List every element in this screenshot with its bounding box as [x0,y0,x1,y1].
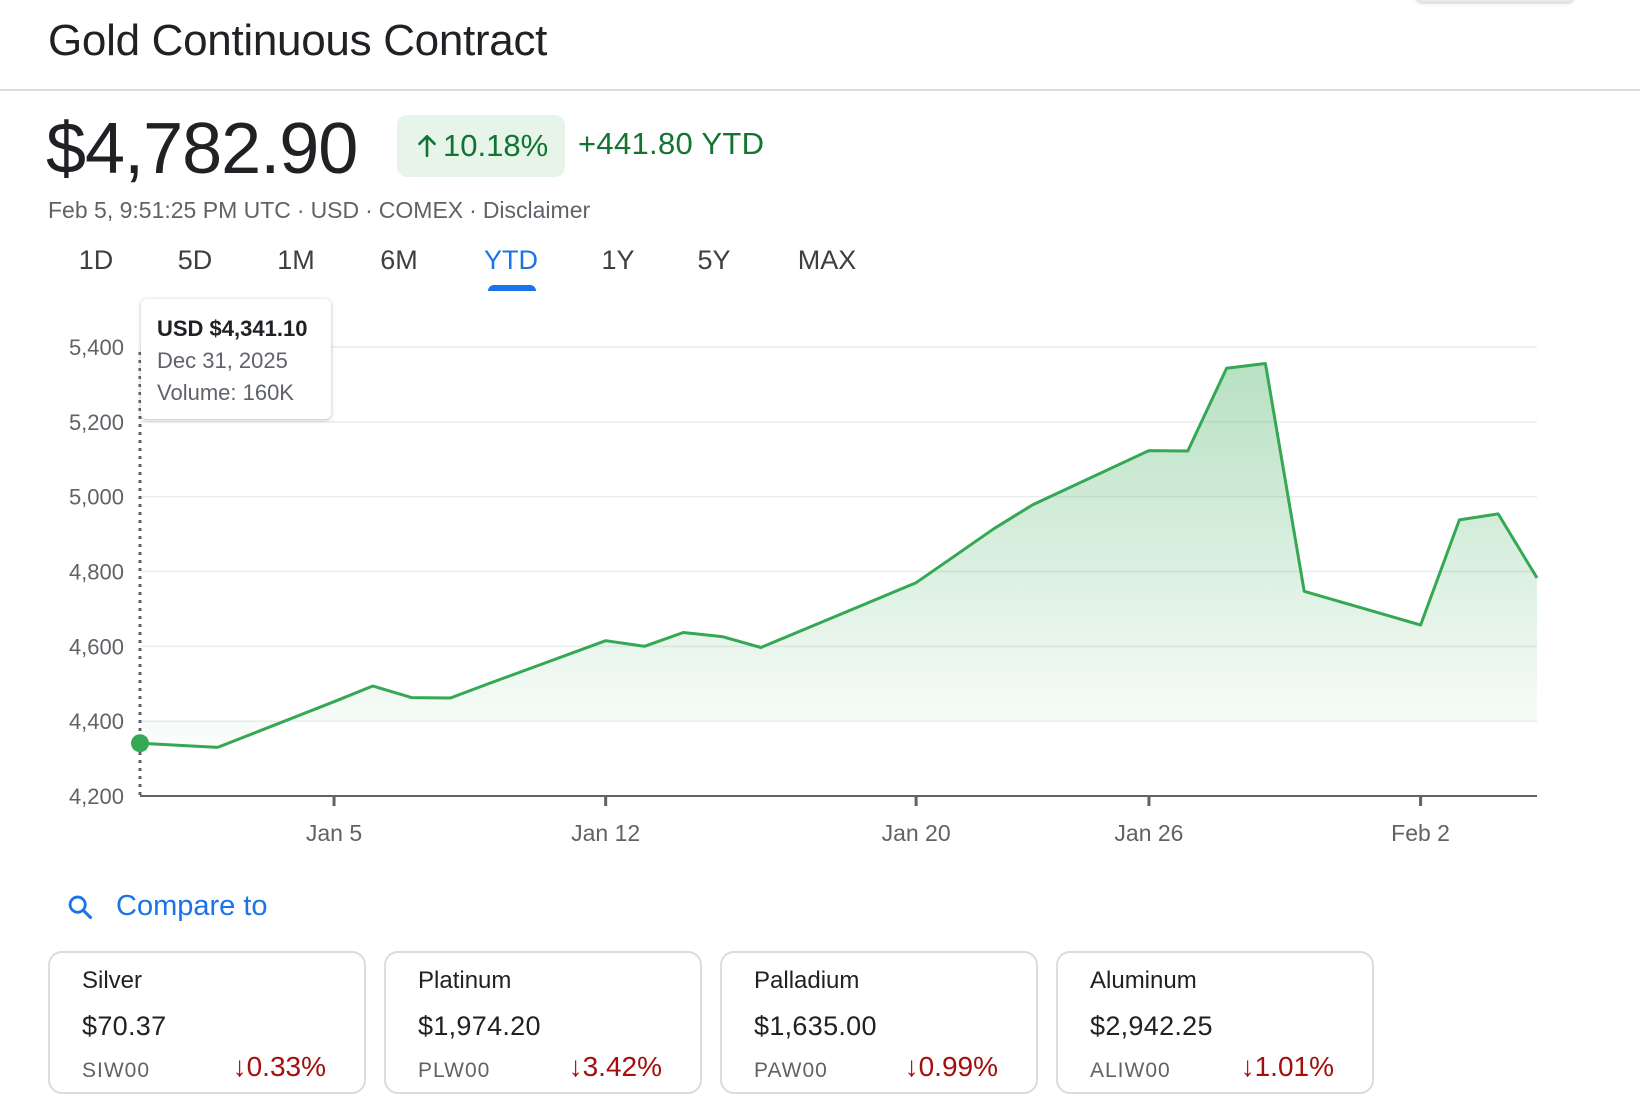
card-change: ↓0.33% [233,1051,326,1083]
meta-separator: · [365,197,373,223]
card-name: Platinum [418,967,512,994]
card-price: $70.37 [82,1011,167,1041]
quote-currency: USD [310,197,360,223]
tab-6m[interactable]: 6M [380,245,418,275]
tab-5y[interactable]: 5Y [697,245,731,275]
y-tick-label: 4,400 [69,709,124,734]
compare-to-button[interactable]: Compare to [66,890,268,923]
card-change: ↓1.01% [1241,1051,1334,1083]
card-change-value: 0.33% [246,1051,326,1082]
arrow-down-icon: ↓ [1240,1051,1255,1082]
card-name: Silver [82,967,143,994]
card-change: ↓0.99% [905,1051,998,1083]
top-handle [1415,0,1575,2]
chart-tooltip: USD $4,341.10 Dec 31, 2025 Volume: 160K [141,299,331,419]
card-price: $2,942.25 [1090,1011,1213,1041]
y-tick-label: 4,200 [69,784,124,809]
card-symbol: ALIW00 [1090,1059,1171,1082]
disclaimer-link[interactable]: Disclaimer [482,197,591,223]
page-title: Gold Continuous Contract [48,16,548,65]
price-chart[interactable]: 4,200 4,400 4,600 4,800 5,000 5,200 5,400 Jan … [0,0,1640,850]
card-change-value: 0.99% [918,1051,998,1082]
y-tick-label: 5,400 [69,335,124,360]
tab-max[interactable]: MAX [797,245,857,275]
card-name: Palladium [754,967,860,994]
card-price: $1,974.20 [418,1011,541,1041]
meta-separator: · [469,197,477,223]
x-tick-label: Jan 20 [882,820,951,846]
selected-data-point[interactable] [131,734,149,753]
current-price: $4,782.90 [46,109,358,189]
tooltip-date: Dec 31, 2025 [157,348,288,373]
change-percent-value: 10.18% [443,128,549,163]
card-change-value: 1.01% [1254,1051,1334,1082]
tab-1m[interactable]: 1M [277,245,315,275]
tab-5d[interactable]: 5D [177,245,213,275]
meta-separator: · [296,197,305,223]
card-name: Aluminum [1090,967,1197,994]
related-card-platinum[interactable]: Platinum $1,974.20 PLW00 ↓3.42% [384,951,702,1094]
related-card-aluminum[interactable]: Aluminum $2,942.25 ALIW00 ↓1.01% [1056,951,1374,1094]
arrow-down-icon: ↓ [232,1051,247,1082]
chart-area-fill [140,363,1537,748]
tab-selected-indicator [488,285,536,291]
y-tick-label: 5,200 [69,410,124,435]
chart-series-line [139,362,1539,749]
tab-ytd[interactable]: YTD [484,245,538,275]
card-symbol: PLW00 [418,1059,491,1082]
card-symbol: PAW00 [754,1059,828,1082]
change-percent-badge: 10.18% [397,115,566,177]
tooltip-volume: Volume: 160K [157,380,294,405]
quote-exchange: COMEX [378,197,464,223]
y-tick-label: 4,800 [69,560,124,585]
tab-1d[interactable]: 1D [78,245,114,275]
tab-1y[interactable]: 1Y [601,245,635,275]
card-change-value: 3.42% [582,1051,662,1082]
arrow-up-icon [418,134,436,158]
card-price: $1,635.00 [754,1011,877,1041]
compare-to-label: Compare to [116,890,268,922]
tooltip-price: USD $4,341.10 [157,316,308,341]
y-tick-label: 4,600 [69,634,124,659]
x-tick-label: Jan 12 [571,820,640,846]
related-card-palladium[interactable]: Palladium $1,635.00 PAW00 ↓0.99% [720,951,1038,1094]
ytd-change: +441.80 YTD [578,126,765,161]
x-tick-label: Jan 26 [1114,820,1183,846]
x-tick-label: Jan 5 [306,820,362,846]
search-icon [68,895,93,919]
y-tick-label: 5,000 [69,485,124,510]
card-change: ↓3.42% [569,1051,662,1083]
header-divider [0,89,1640,91]
x-tick-label: Feb 2 [1391,820,1450,846]
quote-timestamp: Feb 5, 9:51:25 PM UTC [48,197,291,223]
related-card-silver[interactable]: Silver $70.37 SIW00 ↓0.33% [48,951,366,1094]
card-symbol: SIW00 [82,1059,151,1082]
quote-meta: Feb 5, 9:51:25 PM UTC · USD · COMEX · Di… [48,197,590,224]
arrow-down-icon: ↓ [904,1051,919,1082]
arrow-down-icon: ↓ [568,1051,583,1082]
